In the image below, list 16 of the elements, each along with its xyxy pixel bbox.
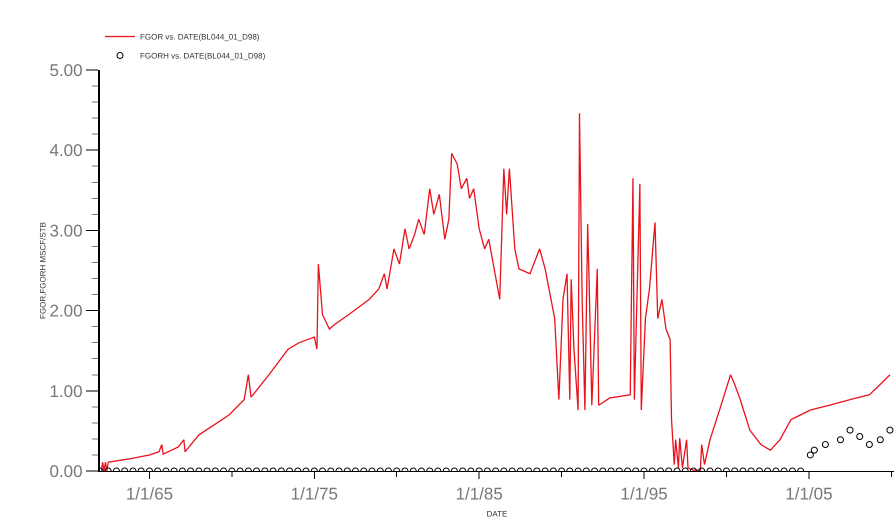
y-tick-label: 5.00 [50, 60, 83, 80]
x-tick-label: 1/1/75 [290, 484, 338, 504]
y-tick-label: 3.00 [50, 221, 83, 240]
y-tick-label: 0.00 [50, 462, 83, 481]
x-tick-label: 1/1/65 [126, 484, 174, 504]
x-tick-label: 1/1/05 [785, 484, 833, 504]
x-tick-label: 1/1/85 [456, 484, 503, 504]
line-series [100, 112, 891, 471]
y-tick-label: 4.00 [50, 141, 83, 160]
y-tick-label: 1.00 [50, 382, 83, 401]
y-tick-label: 2.00 [50, 302, 83, 321]
legend-label: FGORH vs. DATE(BL044_01_D98) [140, 52, 266, 61]
x-axis-title: DATE [486, 510, 508, 518]
legend-label: FGOR vs. DATE(BL044_01_D98) [140, 32, 260, 42]
y-axis-title: FGOR,FGORH MSCF/STB [38, 222, 48, 319]
x-tick-label: 1/1/95 [620, 484, 668, 504]
